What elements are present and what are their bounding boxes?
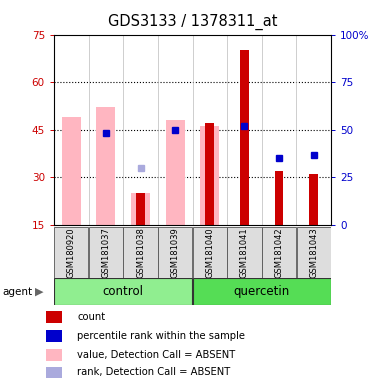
- Bar: [136, 193, 145, 225]
- Text: GSM181039: GSM181039: [171, 227, 180, 278]
- Text: rank, Detection Call = ABSENT: rank, Detection Call = ABSENT: [77, 367, 230, 377]
- Bar: [206, 123, 214, 225]
- Text: GSM180920: GSM180920: [67, 227, 76, 278]
- Text: count: count: [77, 312, 105, 322]
- FancyBboxPatch shape: [123, 227, 158, 278]
- FancyBboxPatch shape: [296, 227, 331, 278]
- Text: value, Detection Call = ABSENT: value, Detection Call = ABSENT: [77, 350, 235, 360]
- Text: GSM181041: GSM181041: [240, 227, 249, 278]
- FancyBboxPatch shape: [227, 227, 262, 278]
- Bar: [166, 120, 185, 225]
- Text: agent: agent: [2, 287, 32, 297]
- FancyBboxPatch shape: [54, 278, 192, 305]
- Bar: [131, 193, 150, 225]
- Text: ▶: ▶: [35, 287, 43, 297]
- FancyBboxPatch shape: [192, 278, 331, 305]
- Text: GSM181038: GSM181038: [136, 227, 145, 278]
- Bar: [200, 126, 219, 225]
- FancyBboxPatch shape: [54, 227, 89, 278]
- Text: control: control: [103, 285, 144, 298]
- Bar: [96, 108, 116, 225]
- Text: GDS3133 / 1378311_at: GDS3133 / 1378311_at: [108, 13, 277, 30]
- Text: GSM181042: GSM181042: [275, 227, 284, 278]
- FancyBboxPatch shape: [158, 227, 192, 278]
- Bar: [62, 117, 81, 225]
- Text: GSM181040: GSM181040: [205, 227, 214, 278]
- FancyBboxPatch shape: [262, 227, 296, 278]
- Bar: [310, 174, 318, 225]
- Text: quercetin: quercetin: [234, 285, 290, 298]
- Text: GSM181043: GSM181043: [309, 227, 318, 278]
- FancyBboxPatch shape: [89, 227, 123, 278]
- Text: percentile rank within the sample: percentile rank within the sample: [77, 331, 245, 341]
- Text: GSM181037: GSM181037: [101, 227, 110, 278]
- Bar: [275, 171, 283, 225]
- FancyBboxPatch shape: [192, 227, 227, 278]
- Bar: [240, 50, 249, 225]
